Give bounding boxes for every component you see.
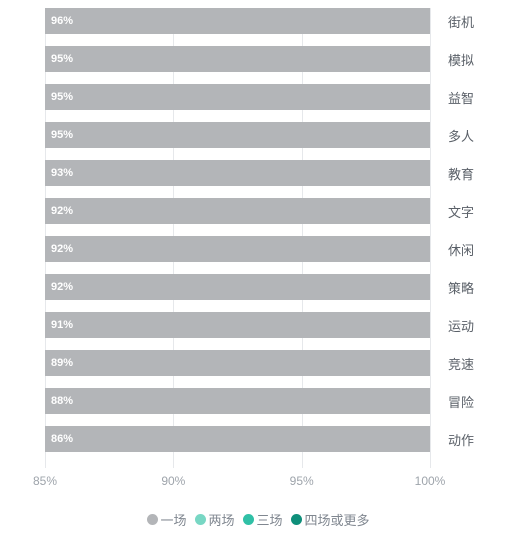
bar-segment: 95% <box>45 122 430 148</box>
category-label: 休闲 <box>448 240 474 259</box>
bar-segment-label: 86% <box>51 433 73 445</box>
category-label: 教育 <box>448 164 474 183</box>
category-label: 街机 <box>448 12 474 31</box>
legend-label: 两场 <box>209 510 235 529</box>
legend-item: 三场 <box>243 510 283 529</box>
bar-row: 93%6% <box>45 160 430 186</box>
bar-row: 92%6% <box>45 198 430 224</box>
x-tick-label: 100% <box>415 474 446 488</box>
bar-segment: 88% <box>45 388 430 414</box>
category-label: 益智 <box>448 88 474 107</box>
bar-segment: 95% <box>45 84 430 110</box>
bar-segment: 91% <box>45 312 430 338</box>
bar-segment-label: 91% <box>51 319 73 331</box>
category-label: 动作 <box>448 430 474 449</box>
bar-segment-label: 95% <box>51 129 73 141</box>
legend: 一场 两场 三场 四场或更多 <box>147 510 370 529</box>
bar-row: 96%4% <box>45 8 430 34</box>
bar-segment-label: 92% <box>51 205 73 217</box>
bar-segment-label: 92% <box>51 281 73 293</box>
bar-segment-label: 95% <box>51 53 73 65</box>
category-label: 模拟 <box>448 50 474 69</box>
bar-segment-label: 92% <box>51 243 73 255</box>
bar-segment: 92% <box>45 198 430 224</box>
bar-row: 95%4% <box>45 46 430 72</box>
category-label: 多人 <box>448 126 474 145</box>
bar-row: 95%4% <box>45 84 430 110</box>
bar-segment-label: 89% <box>51 357 73 369</box>
legend-label: 四场或更多 <box>305 510 370 529</box>
bar-row: 95%5% <box>45 122 430 148</box>
bar-segment-label: 88% <box>51 395 73 407</box>
category-label: 文字 <box>448 202 474 221</box>
legend-item: 一场 <box>147 510 187 529</box>
x-tick-label: 90% <box>161 474 185 488</box>
bar-row: 86%9%2%2% <box>45 426 430 452</box>
bar-segment: 86% <box>45 426 430 452</box>
grid-line <box>430 8 431 468</box>
bar-segment: 92% <box>45 236 430 262</box>
category-label: 冒险 <box>448 392 474 411</box>
legend-label: 一场 <box>161 510 187 529</box>
bar-segment-label: 96% <box>51 15 73 27</box>
bar-segment-label: 95% <box>51 91 73 103</box>
bar-segment-label: 93% <box>51 167 73 179</box>
bar-row: 88%8%2%2% <box>45 388 430 414</box>
bar-segment: 95% <box>45 46 430 72</box>
x-tick-label: 95% <box>290 474 314 488</box>
category-label: 运动 <box>448 316 474 335</box>
legend-swatch <box>243 514 254 525</box>
bar-row: 92%7% <box>45 236 430 262</box>
bar-segment: 93% <box>45 160 430 186</box>
legend-swatch <box>291 514 302 525</box>
bar-row: 89%8%2%2% <box>45 350 430 376</box>
plot-area: 96%4% 95%4% 95%4% 95%5% 93%6% 92%6% 92%7% 92%8%… <box>45 8 430 468</box>
legend-swatch <box>147 514 158 525</box>
category-label: 策略 <box>448 278 474 297</box>
chart-container: 96%4% 95%4% 95%4% 95%5% 93%6% 92%6% 92%7% 92%8%… <box>0 0 517 543</box>
x-tick-label: 85% <box>33 474 57 488</box>
bar-row: 92%8% <box>45 274 430 300</box>
bar-segment: 89% <box>45 350 430 376</box>
legend-item: 两场 <box>195 510 235 529</box>
category-label: 竞速 <box>448 354 474 373</box>
legend-item: 四场或更多 <box>291 510 370 529</box>
bar-row: 91%7%1% <box>45 312 430 338</box>
legend-swatch <box>195 514 206 525</box>
legend-label: 三场 <box>257 510 283 529</box>
bar-segment: 92% <box>45 274 430 300</box>
bar-segment: 96% <box>45 8 430 34</box>
